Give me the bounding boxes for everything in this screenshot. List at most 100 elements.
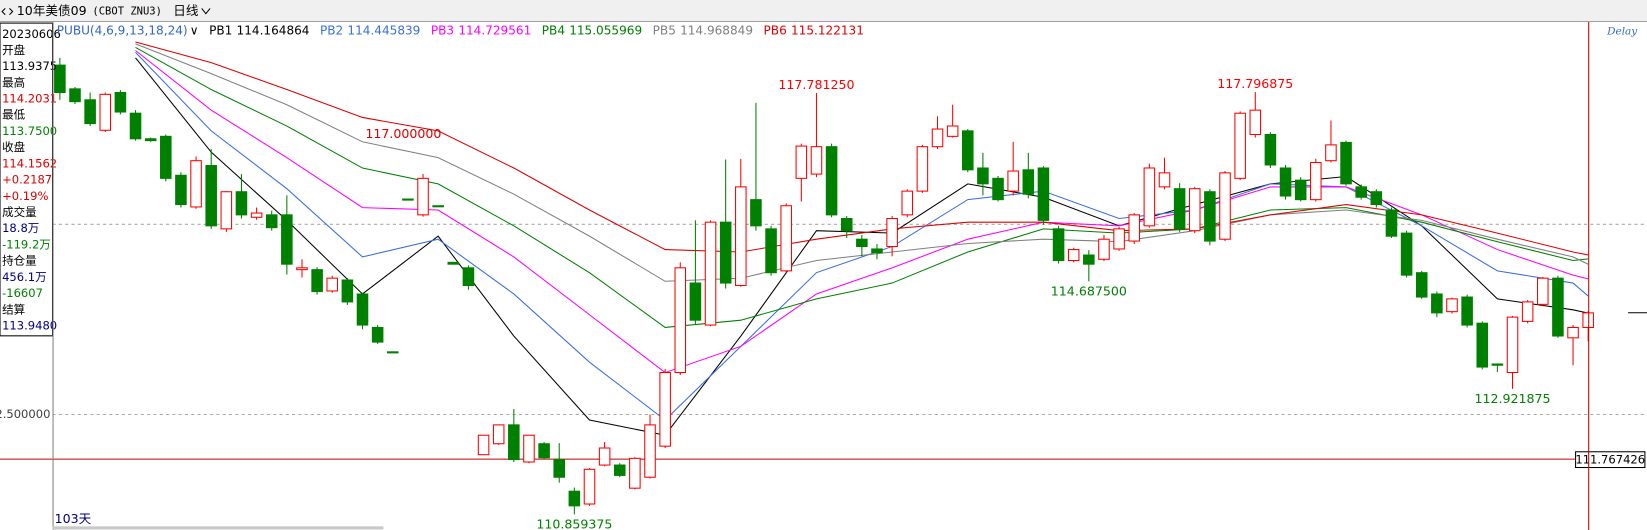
annotation: 117.000000 bbox=[365, 126, 441, 141]
candle-body bbox=[659, 371, 671, 447]
candle-body bbox=[1249, 109, 1262, 136]
info-rows: 20230606 开盘 113.9375 最高 114.2031 最低 113.7500 收盘… bbox=[2, 27, 61, 332]
candle-body bbox=[1415, 272, 1428, 298]
candle-body bbox=[1310, 161, 1322, 201]
day-count: 103天 bbox=[55, 511, 92, 526]
candle-body bbox=[704, 221, 717, 326]
candle-body bbox=[553, 459, 565, 478]
candle-body bbox=[326, 277, 339, 292]
candle-body bbox=[99, 93, 112, 131]
legend-name: PB5 bbox=[653, 23, 676, 37]
info-row: 456.1万 bbox=[2, 270, 47, 284]
price-label-box bbox=[1575, 451, 1646, 469]
candle-body bbox=[1022, 169, 1035, 195]
delay-indicator: Delay bbox=[1606, 25, 1638, 37]
legend-value: 114.968849 bbox=[680, 23, 753, 37]
info-row: -119.2万 bbox=[2, 237, 51, 251]
info-row: 114.1562 bbox=[2, 156, 57, 170]
switch-icon[interactable] bbox=[1, 8, 14, 16]
info-row: 最低 bbox=[2, 108, 26, 122]
dropdown-arrow[interactable] bbox=[201, 8, 211, 15]
indicator-name: PUBU(4,6,9,13,18,24) bbox=[57, 23, 188, 37]
candle-body bbox=[250, 212, 263, 218]
candle-body bbox=[205, 165, 217, 227]
candle-body bbox=[1173, 188, 1186, 230]
info-row: 113.7500 bbox=[2, 124, 57, 138]
info-row: 持仓量 bbox=[2, 254, 37, 268]
candle-body bbox=[644, 424, 656, 478]
candle-body bbox=[1219, 172, 1231, 240]
candle-body bbox=[992, 177, 1004, 201]
candle-body bbox=[386, 351, 399, 354]
candle-body bbox=[402, 198, 414, 201]
candle-body bbox=[1279, 167, 1292, 197]
candle-body bbox=[129, 112, 142, 140]
legend-name: PB4 bbox=[542, 23, 565, 37]
candle-body bbox=[1158, 172, 1171, 188]
candle-body bbox=[1400, 232, 1413, 276]
candle-body bbox=[1431, 293, 1443, 314]
legend-value: 114.445839 bbox=[347, 23, 420, 37]
info-row: 成交量 bbox=[2, 205, 37, 219]
candle-body bbox=[281, 214, 293, 265]
period-selector[interactable]: 日线 bbox=[173, 3, 199, 18]
info-row: +0.2187 bbox=[2, 173, 52, 187]
candle-body bbox=[840, 217, 853, 232]
candle-body bbox=[916, 146, 929, 192]
candle-body bbox=[1143, 167, 1156, 227]
info-row: 113.9480 bbox=[2, 319, 57, 333]
candle-body bbox=[296, 267, 308, 271]
candle-body bbox=[1567, 326, 1579, 339]
candle-body bbox=[114, 91, 127, 113]
plot-area: 115.625000112.500000111.767426110.859375… bbox=[0, 41, 1647, 530]
candle-body bbox=[1052, 228, 1065, 262]
candle-body bbox=[84, 99, 96, 125]
info-row: 收盘 bbox=[2, 140, 26, 154]
candle-body bbox=[613, 464, 626, 476]
candle-body bbox=[568, 490, 581, 507]
candle-body bbox=[931, 128, 944, 148]
candle-body bbox=[1355, 186, 1367, 198]
candle-body bbox=[765, 228, 777, 274]
info-row: +0.19% bbox=[2, 189, 48, 203]
candle-body bbox=[886, 217, 898, 248]
candle-body bbox=[190, 160, 202, 208]
candle-body bbox=[810, 146, 823, 175]
high-label: 117.781250 bbox=[778, 77, 854, 92]
candle-body bbox=[1385, 209, 1398, 237]
candle-body bbox=[1067, 249, 1080, 262]
candle-body bbox=[961, 130, 974, 171]
info-row: 最高 bbox=[2, 75, 25, 89]
candle-body bbox=[583, 468, 596, 505]
info-row: 113.9375 bbox=[2, 59, 57, 73]
low-label: 112.921875 bbox=[1474, 391, 1550, 406]
candle-body bbox=[462, 267, 475, 287]
info-row: 18.8万 bbox=[2, 221, 39, 235]
candle-body bbox=[1113, 228, 1125, 250]
candle-body bbox=[1521, 301, 1534, 322]
symbol-name[interactable]: 10年美债09 bbox=[17, 3, 87, 18]
legend-row: PUBU(4,6,9,13,18,24) ∨ PB1 114.164864 PB2 114… bbox=[57, 23, 864, 37]
info-row: 114.2031 bbox=[2, 92, 57, 106]
legend-value: 115.055969 bbox=[569, 23, 642, 37]
legend-name: PB1 bbox=[209, 23, 232, 37]
candle-body bbox=[719, 221, 732, 284]
low-label: 114.687500 bbox=[1051, 283, 1127, 298]
candle-body bbox=[492, 424, 505, 445]
candle-body bbox=[1370, 191, 1383, 206]
candle-body bbox=[371, 326, 384, 343]
indicator-line bbox=[135, 50, 1589, 374]
candle-body bbox=[946, 125, 959, 137]
candle-body bbox=[235, 191, 248, 216]
candle-body bbox=[69, 88, 81, 103]
candle-body bbox=[1264, 133, 1277, 166]
info-date: 20230606 bbox=[2, 27, 61, 41]
legend-name: PB3 bbox=[431, 23, 454, 37]
candle-body bbox=[1098, 238, 1110, 260]
legend-value: 114.164864 bbox=[237, 23, 310, 37]
candle-body bbox=[1491, 363, 1504, 366]
candle-body bbox=[1128, 214, 1141, 242]
candle-body bbox=[144, 138, 157, 142]
candle-body bbox=[1204, 191, 1216, 242]
